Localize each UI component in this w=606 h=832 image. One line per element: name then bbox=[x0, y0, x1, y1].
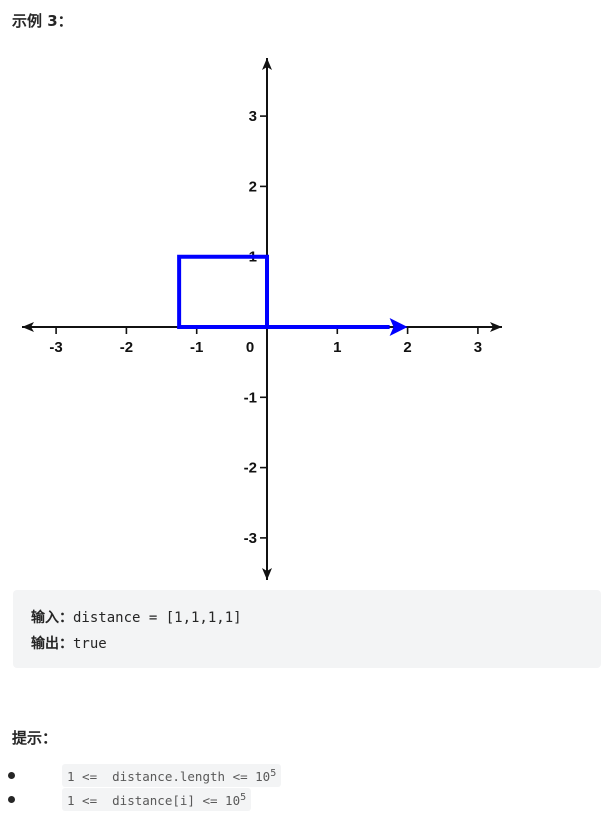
output-line: 输出：true bbox=[31, 631, 583, 657]
y-tick-label: -2 bbox=[244, 460, 257, 477]
hint-item: 1 <= distance[i] <= 105 bbox=[8, 788, 281, 812]
hint-item: 1 <= distance.length <= 105 bbox=[8, 764, 282, 788]
x-tick-label: -3 bbox=[49, 339, 62, 356]
hint-code: 1 <= distance[i] <= 105 bbox=[62, 788, 252, 812]
y-axis-arrow-top bbox=[262, 58, 272, 70]
axes bbox=[22, 58, 502, 580]
x-tick-label: -2 bbox=[120, 339, 133, 356]
y-tick-label: 2 bbox=[249, 178, 257, 195]
hint-exponent: 5 bbox=[240, 792, 247, 803]
y-axis-arrow-bottom bbox=[262, 568, 272, 580]
hint-text: 1 <= distance.length <= 10 bbox=[67, 769, 271, 785]
x-axis-arrow-right bbox=[490, 322, 502, 332]
x-axis-arrow-left bbox=[22, 322, 34, 332]
x-tick-label: 1 bbox=[333, 339, 341, 356]
input-value: distance = [1,1,1,1] bbox=[73, 610, 242, 626]
hints-title: 提示： bbox=[12, 729, 58, 747]
y-tick-label: -3 bbox=[244, 530, 257, 547]
hints-list: 1 <= distance.length <= 105 1 <= distanc… bbox=[8, 764, 282, 812]
output-value: true bbox=[73, 636, 107, 652]
bullet-icon bbox=[8, 796, 15, 803]
example-title: 示例 3： bbox=[12, 12, 73, 30]
example-io-block: 输入：distance = [1,1,1,1] 输出：true bbox=[13, 590, 601, 668]
walk-path-arrowhead bbox=[389, 318, 408, 336]
x-tick-label: 0 bbox=[246, 339, 254, 356]
x-tick-label: 2 bbox=[403, 339, 411, 356]
hint-text: 1 <= distance[i] <= 10 bbox=[67, 793, 241, 809]
input-line: 输入：distance = [1,1,1,1] bbox=[31, 605, 583, 631]
y-tick-label: -1 bbox=[244, 389, 257, 406]
output-label: 输出： bbox=[31, 636, 73, 652]
input-label: 输入： bbox=[31, 610, 73, 626]
walk-path bbox=[177, 254, 390, 329]
bullet-icon bbox=[8, 772, 15, 779]
hint-exponent: 5 bbox=[270, 768, 277, 779]
y-tick-label: 3 bbox=[249, 108, 257, 125]
x-tick-label: -1 bbox=[190, 339, 203, 356]
x-tick-label: 3 bbox=[474, 339, 482, 356]
walk-path-layer bbox=[177, 254, 408, 336]
hint-code: 1 <= distance.length <= 105 bbox=[62, 764, 282, 788]
